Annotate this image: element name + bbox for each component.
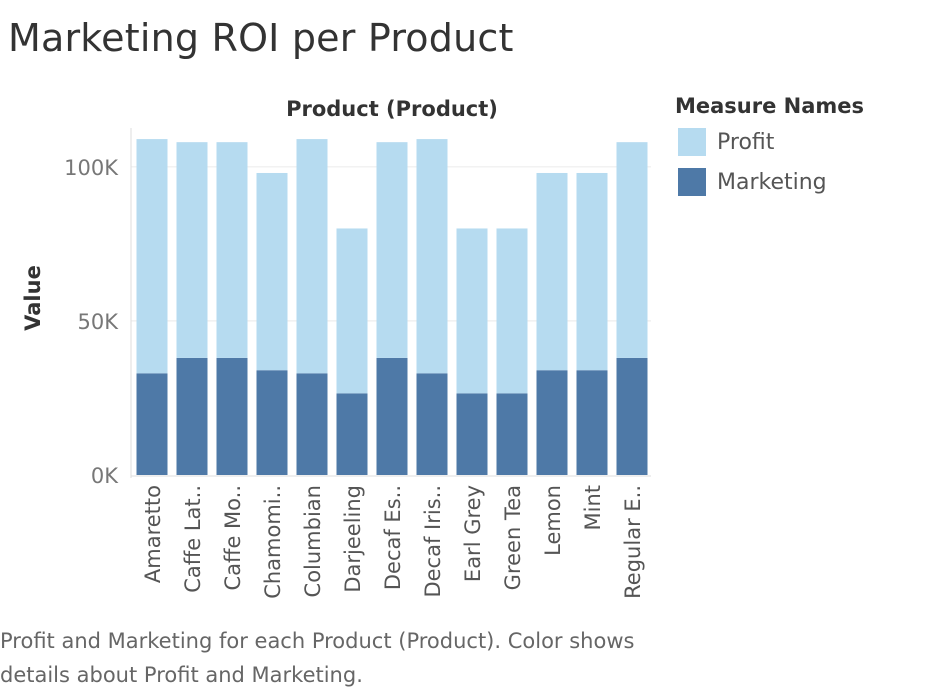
- legend-title: Measure Names: [675, 94, 865, 118]
- y-tick-label: 50K: [78, 310, 120, 334]
- x-tick-label: Caffe Mo..: [221, 485, 245, 591]
- chart-caption: Profit and Marketing for each Product (P…: [0, 629, 635, 687]
- x-tick-label: Green Tea: [501, 485, 525, 590]
- bar-profit[interactable]: [416, 139, 448, 374]
- legend-label-profit: Profit: [717, 129, 775, 155]
- column-header: Product (Product): [286, 97, 498, 121]
- legend-item-marketing[interactable]: Marketing: [678, 167, 827, 197]
- legend-swatch-marketing: [678, 168, 706, 196]
- bar-marketing[interactable]: [616, 357, 648, 475]
- legend-swatch-profit: [678, 128, 706, 156]
- bar-profit[interactable]: [616, 142, 648, 358]
- bar-marketing[interactable]: [256, 370, 288, 475]
- bar-profit[interactable]: [256, 172, 288, 371]
- legend-item-profit[interactable]: Profit: [678, 127, 774, 157]
- bar-marketing[interactable]: [496, 393, 528, 475]
- y-axis-label: Value: [21, 265, 45, 331]
- bar-marketing[interactable]: [176, 357, 208, 475]
- axes: 0K 50K 100K Amaretto Caffe Lat.. Caffe Mo.. Ch…: [64, 128, 651, 599]
- bar-profit[interactable]: [136, 139, 168, 374]
- bar-marketing[interactable]: [336, 393, 368, 475]
- bar-profit[interactable]: [216, 142, 248, 358]
- x-tick-label: Decaf Es..: [381, 485, 405, 590]
- x-tick-label: Regular E..: [621, 485, 645, 599]
- legend-label-marketing: Marketing: [717, 169, 827, 195]
- y-tick-label: 0K: [91, 464, 119, 488]
- bar-profit[interactable]: [176, 142, 208, 358]
- x-tick-label: Darjeeling: [341, 485, 365, 593]
- bar-marketing[interactable]: [576, 370, 608, 475]
- bar-profit[interactable]: [336, 228, 368, 394]
- x-tick-label: Caffe Lat..: [181, 485, 205, 593]
- x-tick-label: Decaf Iris..: [421, 485, 445, 598]
- bar-profit[interactable]: [576, 172, 608, 371]
- x-tick-label: Mint: [581, 485, 605, 531]
- bar-marketing[interactable]: [376, 357, 408, 475]
- bar-profit[interactable]: [456, 228, 488, 394]
- bar-marketing[interactable]: [536, 370, 568, 475]
- bar-profit[interactable]: [536, 172, 568, 371]
- bar-profit[interactable]: [496, 228, 528, 394]
- y-tick-label: 100K: [64, 156, 119, 180]
- x-tick-label: Columbian: [301, 485, 325, 597]
- bar-marketing[interactable]: [456, 393, 488, 475]
- bar-marketing[interactable]: [296, 373, 328, 475]
- x-tick-label: Lemon: [541, 485, 565, 556]
- bar-profit[interactable]: [296, 139, 328, 374]
- x-tick-label: Amaretto: [141, 485, 165, 583]
- bar-profit[interactable]: [376, 142, 408, 358]
- bar-marketing[interactable]: [136, 373, 168, 475]
- bar-marks: [136, 139, 648, 475]
- bar-marketing[interactable]: [216, 357, 248, 475]
- bar-marketing[interactable]: [416, 373, 448, 475]
- x-tick-label: Earl Grey: [461, 485, 485, 582]
- x-tick-label: Chamomi..: [261, 485, 285, 599]
- chart-title: Marketing ROI per Product: [8, 16, 514, 60]
